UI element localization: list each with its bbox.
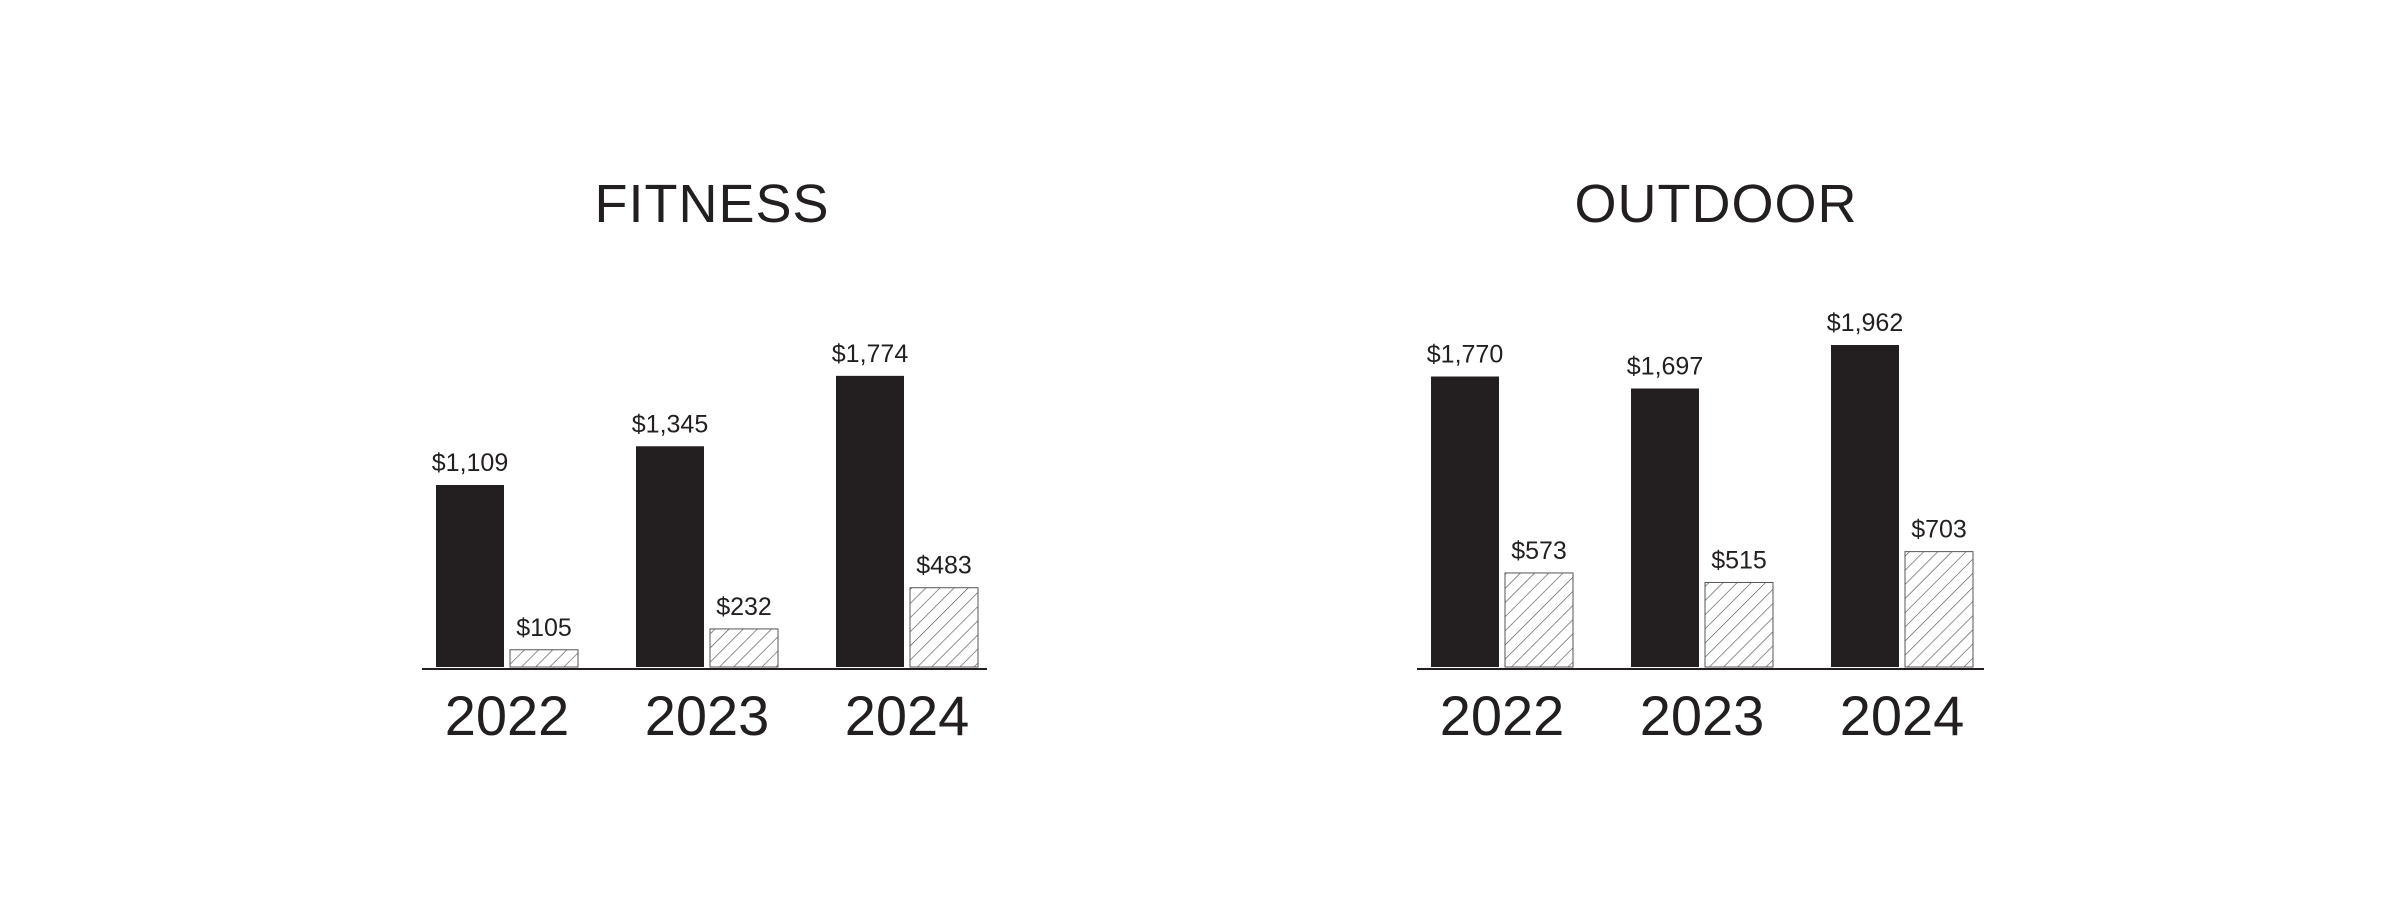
bar — [509, 649, 579, 668]
bar — [1631, 388, 1699, 667]
value-label: $1,770 — [1427, 341, 1503, 369]
x-tick-label: 2022 — [1440, 684, 1565, 747]
bar — [1904, 551, 1974, 668]
value-label: $105 — [516, 614, 572, 642]
bar — [909, 587, 979, 668]
bar — [709, 628, 779, 668]
value-label: $1,345 — [632, 410, 708, 438]
value-label: $703 — [1911, 516, 1967, 544]
value-label: $573 — [1511, 537, 1567, 565]
bar — [1504, 572, 1574, 668]
bar — [836, 375, 904, 667]
x-tick-label: 2024 — [1840, 684, 1965, 747]
value-label: $1,109 — [432, 449, 508, 477]
bar — [636, 446, 704, 667]
value-label: $232 — [716, 593, 772, 621]
value-label: $1,697 — [1627, 352, 1703, 380]
value-label: $1,962 — [1827, 309, 1903, 337]
bar — [1704, 581, 1774, 668]
value-label: $483 — [916, 552, 972, 580]
chart-title: OUTDOOR — [1575, 174, 1858, 234]
value-label: $515 — [1711, 546, 1767, 574]
value-label: $1,774 — [832, 340, 909, 368]
x-tick-label: 2023 — [645, 684, 770, 747]
bar — [1831, 345, 1899, 667]
bar — [436, 484, 504, 667]
x-tick-label: 2023 — [1640, 684, 1765, 747]
x-tick-label: 2024 — [845, 684, 970, 747]
bar — [1431, 376, 1499, 667]
x-tick-label: 2022 — [445, 684, 570, 747]
chart-title: FITNESS — [594, 174, 829, 234]
